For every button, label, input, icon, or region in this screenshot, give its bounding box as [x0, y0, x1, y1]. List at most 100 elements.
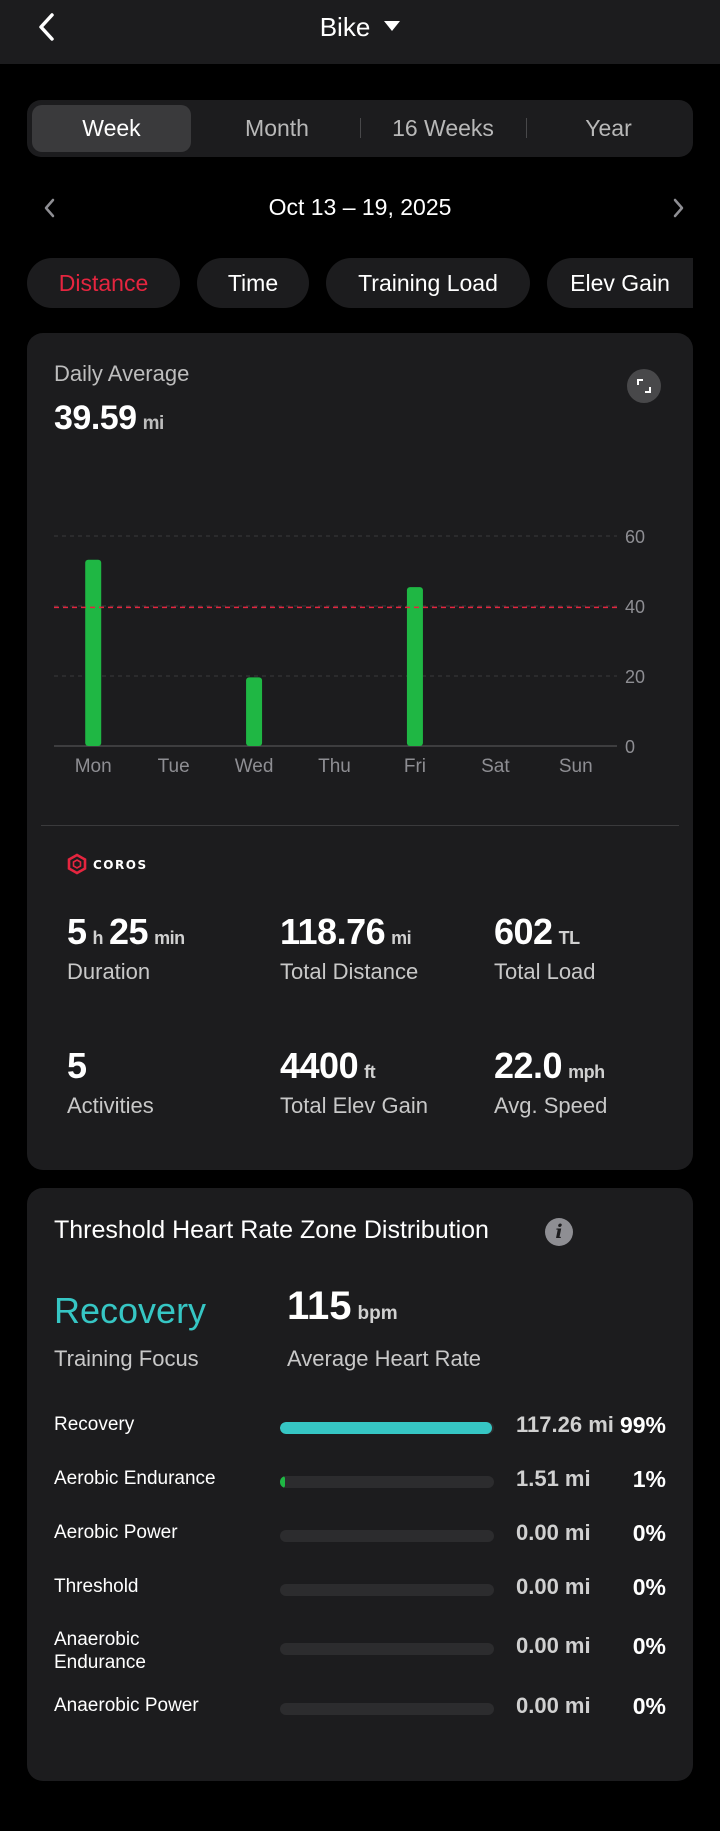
duration-minutes: 25: [109, 911, 149, 952]
tab-week[interactable]: Week: [32, 105, 191, 152]
tab-month[interactable]: Month: [245, 115, 309, 141]
stat-duration: 5 h 25 min Duration: [67, 911, 191, 985]
sport-selector[interactable]: Bike: [0, 12, 720, 43]
chevron-right-icon: [673, 198, 684, 218]
avg-speed-label: Avg. Speed: [494, 1093, 608, 1118]
duration-minutes-unit: min: [154, 928, 185, 948]
avg-speed-unit: mph: [568, 1062, 605, 1082]
next-week-button[interactable]: [664, 194, 692, 222]
zone-row: Recovery 117.26 mi 99%: [54, 1412, 666, 1463]
total-load-unit: TL: [558, 928, 581, 948]
tab-divider: [526, 118, 527, 138]
zone-distance: 117.26 mi: [516, 1412, 614, 1437]
daily-average-unit: mi: [142, 413, 165, 434]
zone-percent: 0%: [632, 1633, 666, 1659]
total-distance-value: 118.76: [280, 911, 386, 952]
chevron-left-icon: [44, 198, 55, 218]
zone-distance: 0.00 mi: [516, 1633, 591, 1658]
date-range: Oct 13 – 19, 2025: [268, 194, 452, 220]
y-tick-label: 40: [625, 597, 645, 617]
x-tick-label: Wed: [235, 756, 274, 777]
page-title: Bike: [319, 12, 371, 42]
zone-name: Aerobic Power: [54, 1522, 178, 1543]
chevron-left-icon: [39, 13, 54, 41]
duration-hours: 5: [67, 911, 87, 952]
total-elev-gain-value: 4400: [280, 1045, 359, 1086]
zone-percent: 1%: [632, 1466, 666, 1492]
caret-down-icon: [384, 21, 401, 32]
zone-progress-track: [280, 1703, 494, 1715]
daily-average-label: Daily Average: [54, 361, 190, 386]
coros-logo-icon: COROS: [67, 853, 148, 875]
y-tick-label: 20: [625, 667, 645, 687]
tab-divider: [360, 118, 361, 138]
metric-time[interactable]: Time: [197, 258, 309, 308]
section-divider: [41, 825, 679, 826]
average-heart-rate-unit: bpm: [357, 1303, 398, 1324]
brand-name: COROS: [93, 858, 148, 872]
zone-row: Aerobic Endurance 1.51 mi 1%: [54, 1466, 666, 1517]
zone-progress-track: [280, 1530, 494, 1542]
zone-distance: 0.00 mi: [516, 1574, 591, 1599]
tab-16-weeks[interactable]: 16 Weeks: [392, 115, 494, 141]
daily-average-value: 39.59 mi: [54, 399, 164, 438]
distance-bar-chart: 0 20 40 60 Mon Tue Wed Thu Fri Sat Sun: [54, 527, 645, 777]
zone-row: Aerobic Power 0.00 mi 0%: [54, 1520, 666, 1571]
average-heart-rate-label: Average Heart Rate: [287, 1346, 482, 1371]
stat-activities: 5 Activities: [67, 1045, 154, 1119]
metric-training-load[interactable]: Training Load: [326, 258, 530, 308]
zone-name: Recovery: [54, 1414, 135, 1435]
x-tick-label: Sat: [481, 756, 510, 777]
zone-progress-track: [280, 1643, 494, 1655]
activities-value: 5: [67, 1045, 87, 1086]
top-bar: Bike: [0, 0, 720, 64]
training-focus-value: Recovery: [54, 1290, 207, 1331]
zone-row: Anaerobic Endurance 0.00 mi 0%: [54, 1628, 666, 1678]
metric-elev-gain[interactable]: Elev Gain: [547, 258, 693, 308]
total-distance-unit: mi: [391, 928, 412, 948]
stat-avg-speed: 22.0 mph Avg. Speed: [494, 1045, 611, 1119]
zone-name: Threshold: [54, 1576, 139, 1597]
zone-distance: 1.51 mi: [516, 1466, 591, 1491]
back-button[interactable]: [30, 10, 66, 46]
hr-zone-card: Threshold Heart Rate Zone Distribution i…: [27, 1188, 693, 1781]
info-icon[interactable]: i: [545, 1218, 573, 1246]
stat-total-elev-gain: 4400 ft Total Elev Gain: [280, 1045, 428, 1119]
zone-row: Threshold 0.00 mi 0%: [54, 1574, 666, 1625]
stat-total-load: 602 TL Total Load: [494, 911, 596, 985]
total-distance-label: Total Distance: [280, 959, 419, 984]
x-tick-label: Mon: [75, 756, 112, 777]
x-tick-label: Sun: [559, 756, 593, 777]
previous-week-button[interactable]: [36, 194, 64, 222]
zone-progress-fill: [280, 1476, 286, 1488]
stat-total-distance: 118.76 mi Total Distance: [280, 911, 418, 985]
avg-speed-value: 22.0: [494, 1045, 563, 1086]
expand-chart-button[interactable]: [627, 369, 661, 403]
daily-average-number: 39.59: [54, 399, 137, 437]
zone-name: Anaerobic Endurance: [54, 1629, 146, 1673]
zone-row: Anaerobic Power 0.00 mi 0%: [54, 1693, 666, 1744]
average-heart-rate: 115 bpm: [287, 1284, 398, 1329]
tab-year[interactable]: Year: [585, 115, 632, 141]
period-tabs: Week Month 16 Weeks Year: [27, 100, 693, 157]
duration-label: Duration: [67, 959, 151, 984]
zone-distance: 0.00 mi: [516, 1520, 591, 1545]
y-tick-label: 0: [625, 737, 635, 757]
bar-wed: [246, 677, 263, 746]
x-tick-label: Thu: [318, 756, 351, 777]
metric-distance[interactable]: Distance: [27, 258, 180, 308]
x-tick-label: Fri: [404, 756, 426, 777]
total-load-label: Total Load: [494, 959, 596, 984]
average-heart-rate-value: 115: [287, 1284, 352, 1328]
zone-progress-track: [280, 1584, 494, 1596]
date-navigator: Oct 13 – 19, 2025: [0, 186, 720, 230]
expand-icon: [637, 379, 651, 393]
duration-hours-unit: h: [92, 928, 104, 948]
zone-percent: 0%: [632, 1693, 666, 1719]
bar-fri: [406, 587, 423, 746]
training-focus-label: Training Focus: [54, 1346, 199, 1371]
zone-progress-track: [280, 1422, 494, 1434]
zone-progress-fill: [280, 1422, 492, 1434]
zone-distance: 0.00 mi: [516, 1693, 591, 1718]
total-elev-gain-label: Total Elev Gain: [280, 1093, 428, 1118]
